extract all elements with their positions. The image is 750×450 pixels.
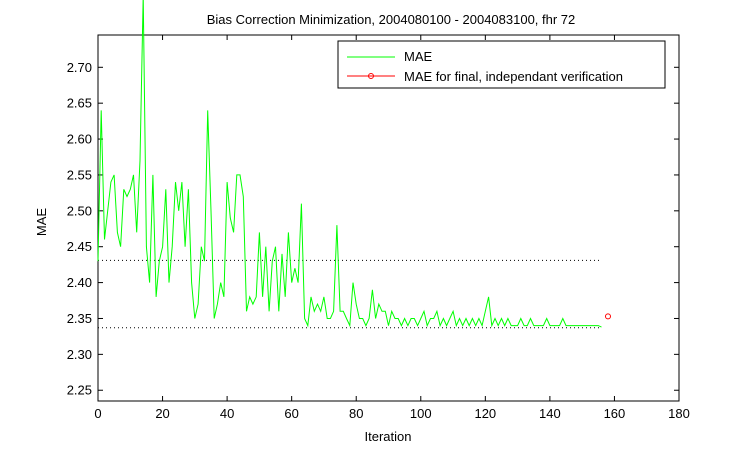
x-tick-label: 140 (539, 406, 561, 421)
x-tick-label: 120 (474, 406, 496, 421)
chart-title: Bias Correction Minimization, 2004080100… (207, 12, 576, 27)
y-axis-label: MAE (34, 208, 49, 237)
y-tick-label: 2.25 (67, 383, 92, 398)
x-tick-label: 100 (410, 406, 432, 421)
x-tick-label: 0 (94, 406, 101, 421)
x-tick-label: 20 (155, 406, 169, 421)
x-tick-label: 60 (284, 406, 298, 421)
y-tick-label: 2.65 (67, 96, 92, 111)
series-layer (97, 0, 611, 328)
legend-marker-final (368, 73, 374, 79)
x-tick-label: 180 (668, 406, 690, 421)
y-tick-label: 2.45 (67, 239, 92, 254)
legend-label-mae: MAE (404, 49, 433, 64)
series-line-mae (97, 0, 602, 328)
final-verification-point (604, 313, 611, 320)
legend: MAE MAE for final, independant verificat… (337, 40, 666, 89)
y-tick-label: 2.30 (67, 347, 92, 362)
y-tick-label: 2.50 (67, 203, 92, 218)
y-tick-label: 2.70 (67, 60, 92, 75)
x-tick-label: 40 (220, 406, 234, 421)
x-axis-label: Iteration (365, 429, 412, 444)
x-tick-label: 80 (349, 406, 363, 421)
x-axis-ticks: 0 20 40 60 80 100 120 140 160 180 (94, 35, 690, 421)
y-tick-label: 2.55 (67, 167, 92, 182)
y-tick-label: 2.40 (67, 275, 92, 290)
legend-box (337, 40, 666, 89)
x-tick-label: 160 (604, 406, 626, 421)
legend-label-final: MAE for final, independant verification (404, 69, 623, 84)
y-tick-label: 2.60 (67, 132, 92, 147)
y-tick-label: 2.35 (67, 311, 92, 326)
plot-area-frame (97, 34, 680, 402)
y-axis-ticks: 2.25 2.30 2.35 2.40 2.45 2.50 2.55 2.60 2.65 2.70 (67, 60, 679, 398)
